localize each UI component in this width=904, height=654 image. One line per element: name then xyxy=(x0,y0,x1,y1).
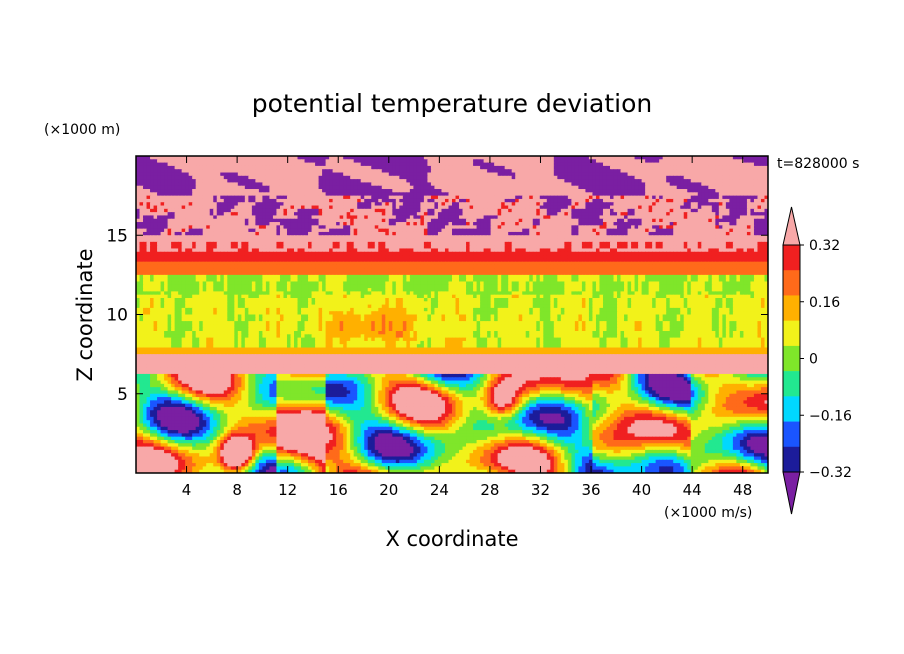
time-label: t=828000 s xyxy=(777,156,859,172)
y-unit-label: (×1000 m) xyxy=(44,122,120,138)
contour-field xyxy=(136,156,769,474)
chart-title: potential temperature deviation xyxy=(252,89,652,118)
